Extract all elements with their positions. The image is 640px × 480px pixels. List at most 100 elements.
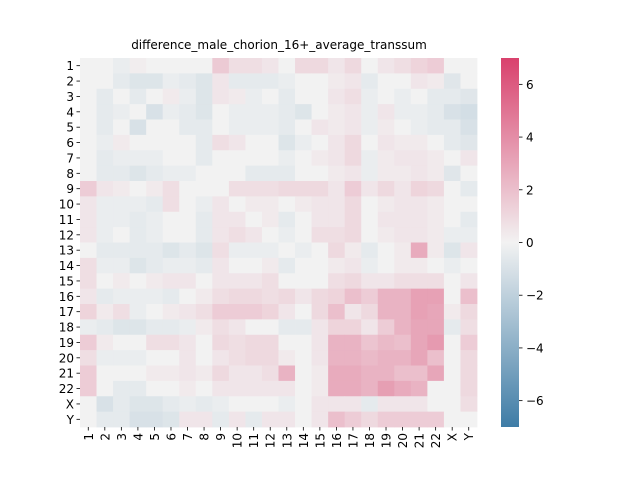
heatmap-cell — [443, 211, 461, 228]
heatmap-cell — [410, 196, 428, 213]
heatmap-cell — [129, 150, 147, 167]
column-label: 9 — [214, 433, 228, 441]
heatmap-cell — [328, 119, 346, 136]
heatmap-cell — [344, 365, 362, 382]
row-label: 2 — [66, 75, 74, 89]
column-label: 15 — [313, 433, 327, 448]
heatmap-cell — [410, 150, 428, 167]
heatmap-cell — [361, 119, 379, 136]
heatmap-cell — [410, 396, 428, 413]
heatmap-cell — [394, 165, 412, 182]
heatmap-cell — [427, 58, 445, 74]
heatmap-cell — [443, 73, 461, 90]
heatmap-cell — [295, 380, 312, 397]
heatmap-cell — [212, 196, 230, 213]
colorbar-tick-label: 4 — [526, 131, 534, 145]
heatmap-cell — [261, 88, 279, 105]
heatmap-cell — [129, 119, 147, 136]
heatmap-cell — [113, 365, 131, 382]
heatmap-cell — [212, 58, 230, 74]
heatmap-cell — [460, 396, 478, 413]
heatmap-cell — [245, 104, 263, 120]
heatmap-cell — [212, 319, 230, 336]
column-label: 21 — [413, 433, 427, 448]
heatmap-cell — [410, 380, 428, 397]
heatmap-cell — [460, 104, 478, 120]
heatmap-cell — [311, 73, 329, 90]
heatmap-cell — [80, 304, 97, 320]
heatmap-cell — [361, 211, 379, 228]
heatmap-cell — [443, 319, 461, 336]
heatmap-cell — [427, 242, 445, 259]
heatmap-cell — [146, 242, 164, 259]
heatmap-cell — [410, 365, 428, 382]
heatmap-cell — [212, 350, 230, 366]
heatmap-cell — [129, 304, 147, 320]
heatmap-cell — [195, 196, 213, 213]
heatmap-cell — [146, 211, 164, 228]
heatmap-cell — [261, 242, 279, 259]
heatmap-cell — [278, 334, 296, 351]
heatmap-cell — [113, 165, 131, 182]
heatmap-cell — [311, 396, 329, 413]
heatmap-cell — [410, 319, 428, 336]
heatmap-cell — [80, 211, 97, 228]
heatmap-cell — [394, 380, 412, 397]
heatmap-cell — [278, 350, 296, 366]
column-label: 14 — [297, 433, 311, 448]
heatmap-cell — [460, 119, 478, 136]
row-label: 4 — [66, 105, 74, 119]
heatmap-cell — [394, 196, 412, 213]
heatmap-cell — [195, 134, 213, 151]
heatmap-cell — [377, 211, 395, 228]
heatmap-cell — [328, 304, 346, 320]
heatmap-cell — [278, 319, 296, 336]
heatmap-cell — [261, 288, 279, 305]
heatmap-cell — [328, 288, 346, 305]
heatmap-cell — [228, 119, 246, 136]
heatmap-cell — [245, 134, 263, 151]
heatmap-cell — [311, 104, 329, 120]
heatmap-cell — [245, 196, 263, 213]
heatmap-cell — [460, 257, 478, 274]
heatmap-cell — [146, 134, 164, 151]
heatmap-cell — [245, 396, 263, 413]
heatmap-cell — [96, 288, 114, 305]
heatmap-cells — [80, 58, 478, 428]
heatmap-cell — [394, 304, 412, 320]
heatmap-cell — [261, 304, 279, 320]
heatmap-cell — [228, 396, 246, 413]
heatmap-cell — [410, 58, 428, 74]
heatmap-cell — [212, 181, 230, 197]
heatmap-cell — [443, 196, 461, 213]
heatmap-cell — [377, 273, 395, 290]
heatmap-cell — [410, 334, 428, 351]
heatmap-cell — [427, 211, 445, 228]
heatmap-cell — [80, 134, 97, 151]
heatmap-cell — [344, 227, 362, 243]
heatmap-cell — [427, 88, 445, 105]
heatmap-cell — [295, 165, 312, 182]
heatmap-cell — [195, 227, 213, 243]
heatmap-cell — [179, 350, 197, 366]
heatmap-cell — [344, 380, 362, 397]
heatmap-cell — [129, 73, 147, 90]
heatmap-cell — [410, 242, 428, 259]
heatmap-cell — [344, 350, 362, 366]
heatmap-cell — [162, 150, 180, 167]
heatmap-cell — [427, 365, 445, 382]
heatmap-cell — [394, 134, 412, 151]
heatmap-cell — [377, 88, 395, 105]
heatmap-cell — [410, 288, 428, 305]
heatmap-cell — [245, 273, 263, 290]
heatmap-cell — [113, 273, 131, 290]
heatmap-cell — [295, 319, 312, 336]
heatmap-cell — [113, 58, 131, 74]
heatmap-cell — [410, 88, 428, 105]
heatmap-cell — [162, 73, 180, 90]
heatmap-cell — [460, 165, 478, 182]
row-label: 11 — [59, 213, 74, 227]
heatmap-cell — [228, 104, 246, 120]
column-label: 10 — [231, 433, 245, 448]
heatmap-cell — [311, 242, 329, 259]
